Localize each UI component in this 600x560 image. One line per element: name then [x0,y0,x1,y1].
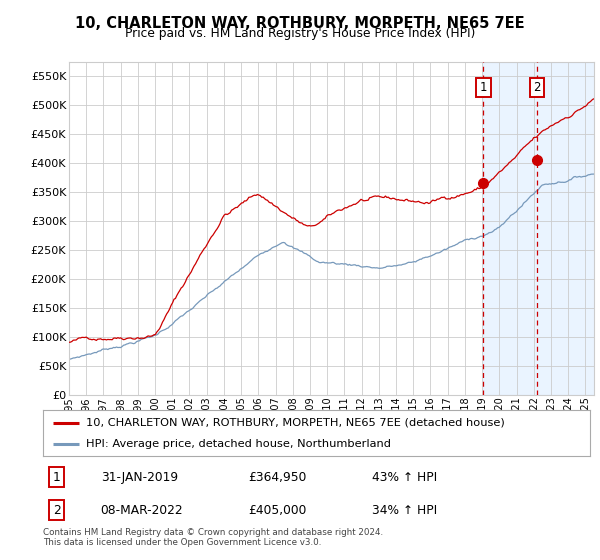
Text: 10, CHARLETON WAY, ROTHBURY, MORPETH, NE65 7EE: 10, CHARLETON WAY, ROTHBURY, MORPETH, NE… [75,16,525,31]
Text: Price paid vs. HM Land Registry's House Price Index (HPI): Price paid vs. HM Land Registry's House … [125,27,475,40]
Text: 10, CHARLETON WAY, ROTHBURY, MORPETH, NE65 7EE (detached house): 10, CHARLETON WAY, ROTHBURY, MORPETH, NE… [86,418,505,428]
Text: Contains HM Land Registry data © Crown copyright and database right 2024.
This d: Contains HM Land Registry data © Crown c… [43,528,383,548]
Text: £364,950: £364,950 [248,470,307,483]
Text: 1: 1 [480,81,487,94]
Text: 1: 1 [53,470,61,483]
Text: £405,000: £405,000 [248,503,307,516]
Text: 08-MAR-2022: 08-MAR-2022 [101,503,183,516]
Text: HPI: Average price, detached house, Northumberland: HPI: Average price, detached house, Nort… [86,439,391,449]
Text: 2: 2 [533,81,541,94]
Text: 43% ↑ HPI: 43% ↑ HPI [371,470,437,483]
Text: 2: 2 [53,503,61,516]
Bar [484,62,600,395]
Text: 34% ↑ HPI: 34% ↑ HPI [371,503,437,516]
Text: 31-JAN-2019: 31-JAN-2019 [101,470,178,483]
